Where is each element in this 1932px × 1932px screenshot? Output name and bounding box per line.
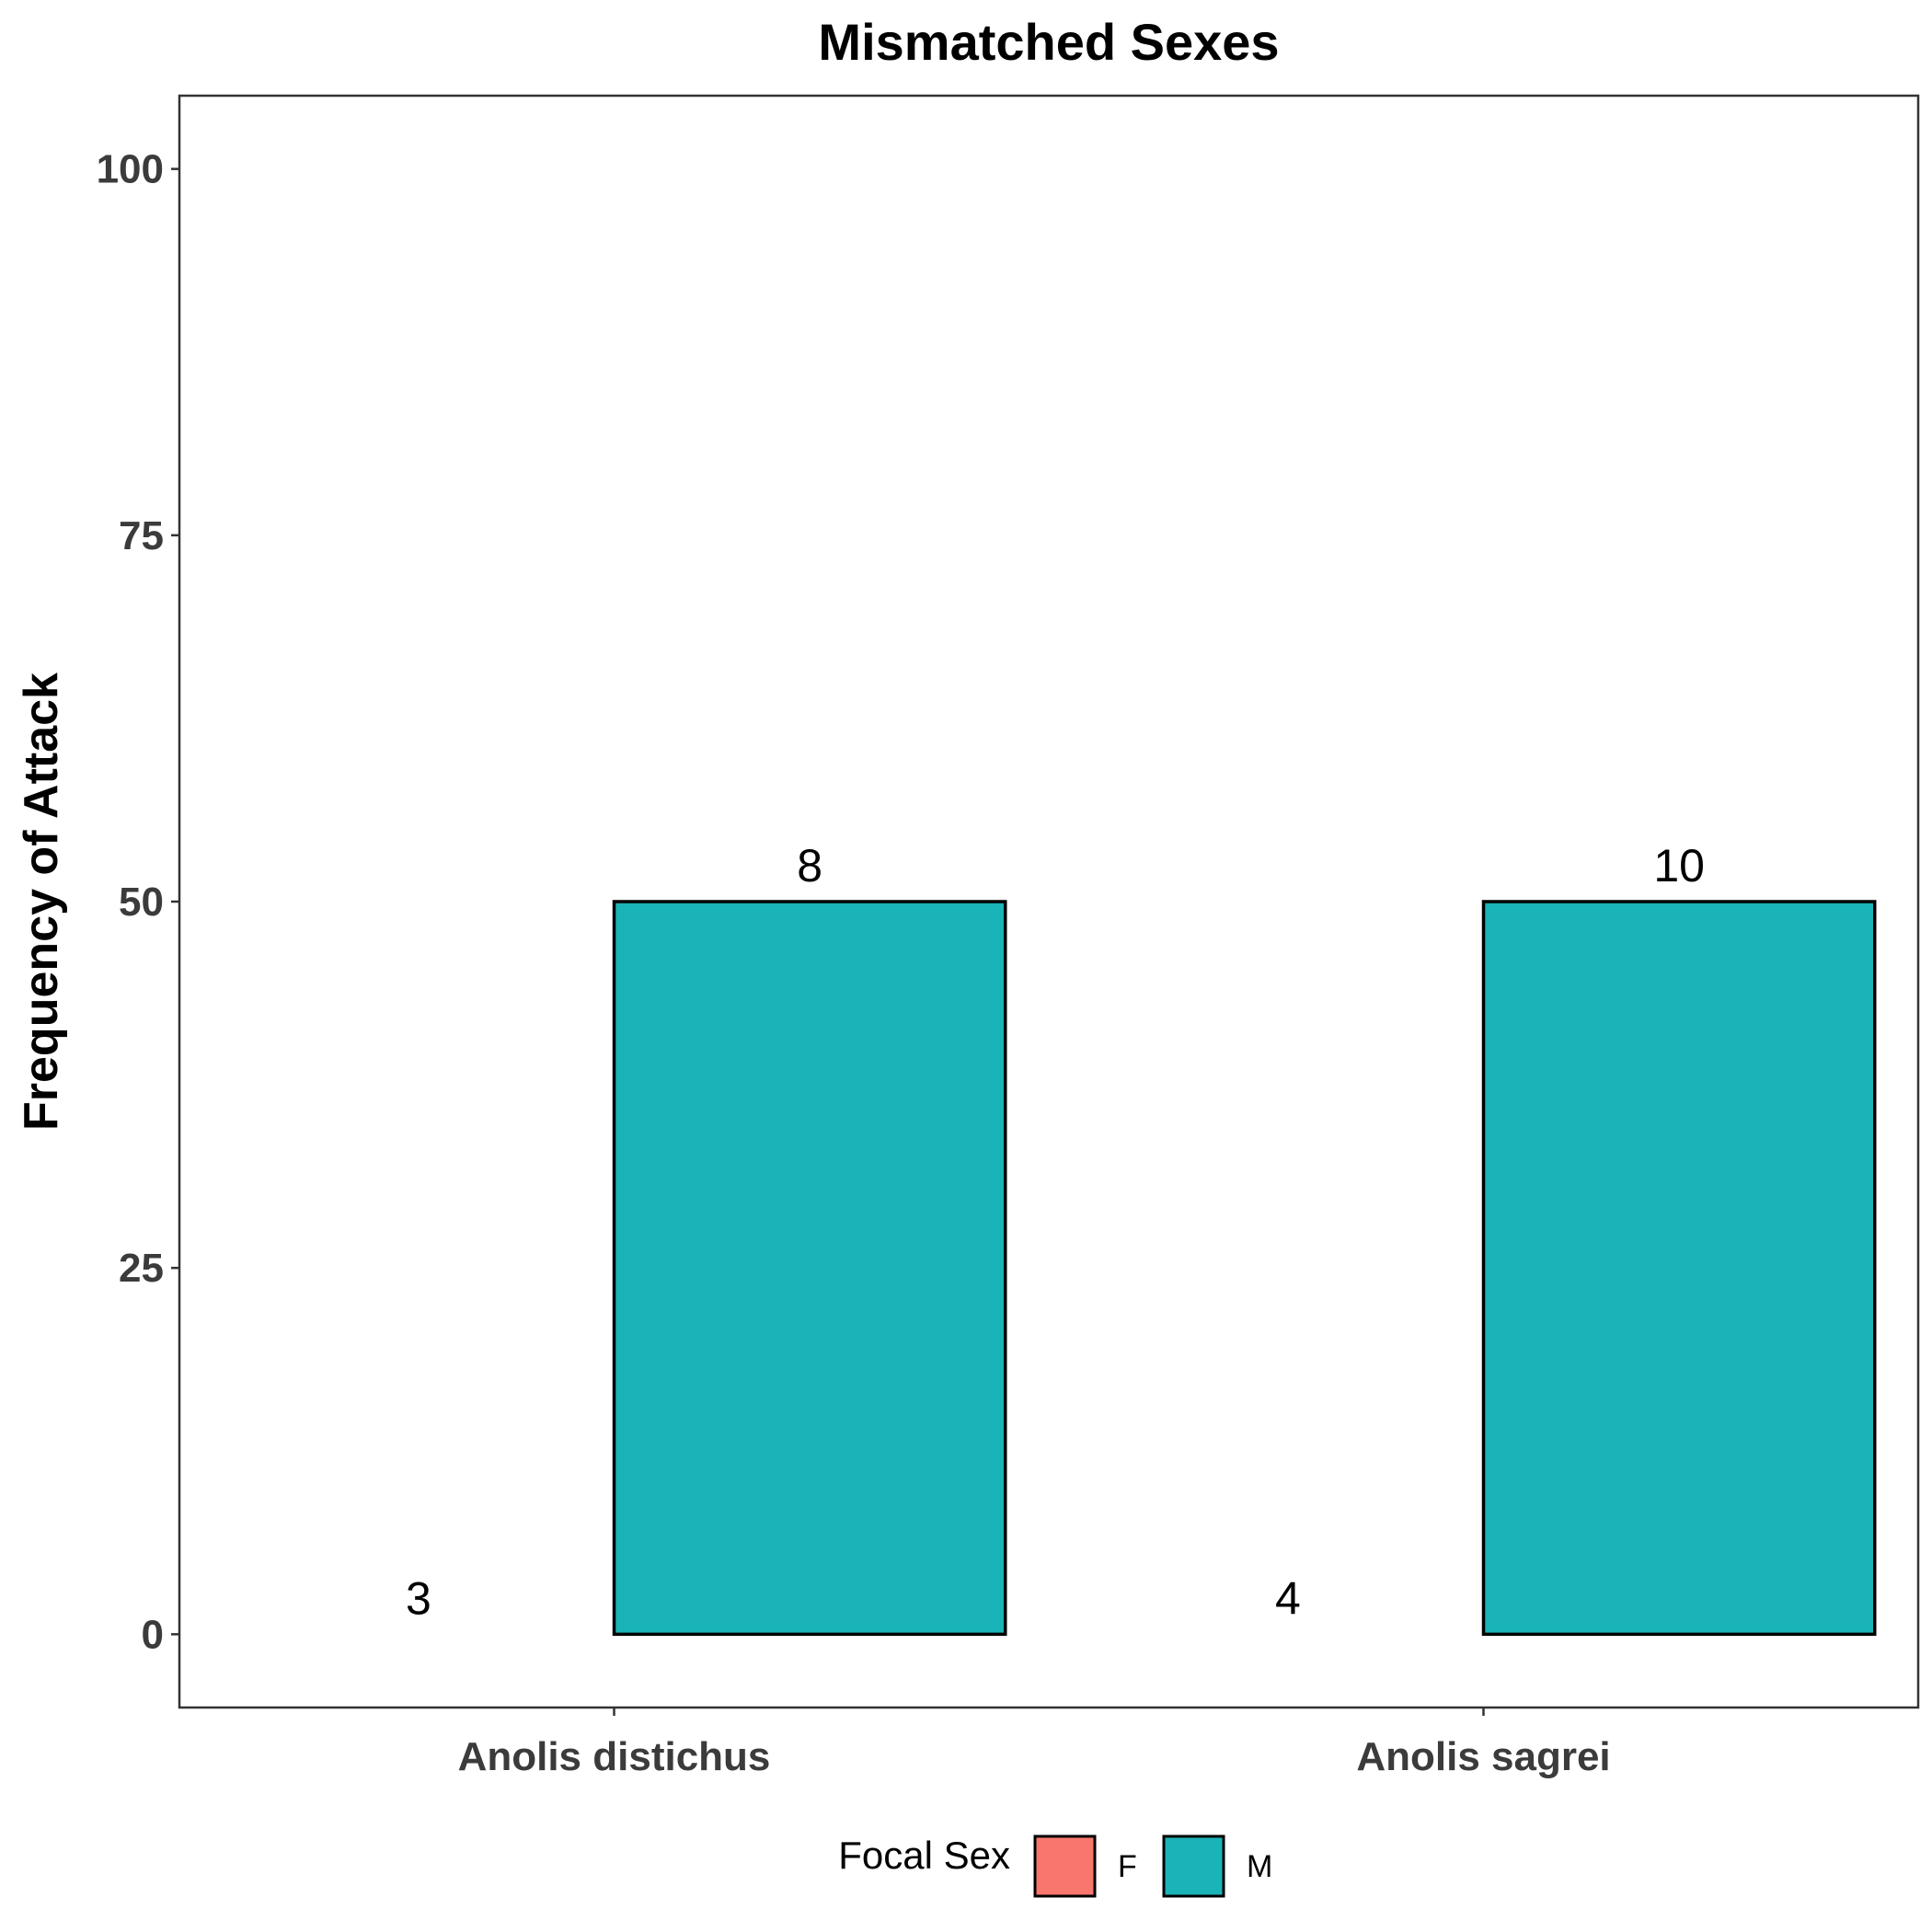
data-label-m-1: 8: [797, 840, 822, 891]
y-tick-label: 75: [119, 513, 164, 558]
data-label-m-2: 10: [1653, 840, 1705, 891]
legend: Focal Sex F M: [838, 1834, 1272, 1898]
data-labels: 3 8 4 10: [406, 840, 1705, 1624]
x-tick-label: Anolis sagrei: [1356, 1734, 1610, 1779]
x-tick-label: Anolis distichus: [458, 1734, 771, 1779]
data-label-f-1: 3: [406, 1572, 431, 1624]
bars: [612, 900, 1877, 1637]
chart-title: Mismatched Sexes: [818, 13, 1279, 71]
legend-key-m: [1162, 1834, 1225, 1898]
bar-m-1: [612, 900, 1007, 1637]
y-tick-label: 50: [119, 880, 164, 925]
legend-label-f: F: [1118, 1849, 1137, 1884]
y-tick-label: 0: [142, 1612, 164, 1657]
x-axis: Anolis distichus Anolis sagrei: [458, 1708, 1611, 1779]
y-tick-label: 100: [97, 147, 164, 192]
y-tick-label: 25: [119, 1246, 164, 1291]
legend-key-f: [1033, 1834, 1097, 1898]
data-label-f-2: 4: [1275, 1572, 1301, 1624]
bar-m-2: [1481, 900, 1877, 1637]
legend-label-m: M: [1247, 1849, 1272, 1884]
y-axis: 0 25 50 75 100: [97, 147, 179, 1657]
y-axis-title: Frequency of Attack: [15, 673, 68, 1131]
legend-title: Focal Sex: [838, 1834, 1010, 1877]
